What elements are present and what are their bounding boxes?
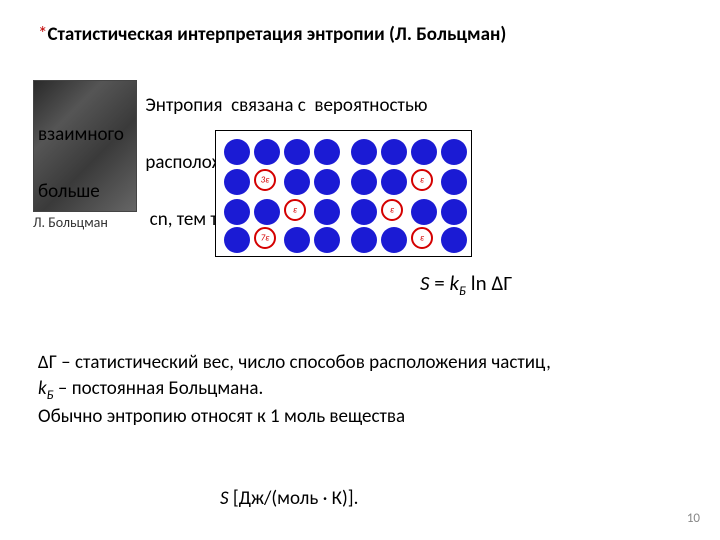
boltzmann-formula: S = kБ ln ∆Г	[420, 270, 512, 299]
eps-label: 7ε	[261, 233, 270, 244]
particle-red: ε	[284, 199, 306, 221]
particle-blue	[314, 169, 340, 195]
particle-blue	[284, 227, 310, 253]
group-right: ε ε ε	[347, 131, 467, 256]
particle-red: 7ε	[254, 227, 276, 249]
particle-blue	[351, 139, 377, 165]
units-line: S [Дж/(моль · К)].	[220, 487, 358, 510]
particle-red: 3ε	[254, 169, 276, 191]
units-S: S	[220, 487, 229, 510]
particle-blue	[381, 139, 407, 165]
formula-sub-B: Б	[459, 284, 466, 299]
def-line: ∆Г – статистический вес, число способов …	[38, 350, 688, 376]
def-k-sub: Б	[47, 387, 54, 402]
title-text: Статистическая интерпретация энтропии (Л…	[47, 23, 506, 46]
particle-blue	[381, 169, 407, 195]
formula-ln: ln	[466, 270, 491, 296]
particle-blue	[314, 139, 340, 165]
particle-diagram: 3ε ε 7ε ε ε ε	[215, 130, 472, 257]
page-title: *Статистическая интерпретация энтропии (…	[38, 22, 678, 48]
particle-blue	[224, 227, 250, 253]
particle-blue	[254, 199, 280, 225]
particle-blue	[224, 199, 250, 225]
particle-blue	[411, 199, 437, 225]
def-line: kБ – постоянная Больцмана.	[38, 376, 688, 404]
text-line: Энтропия связана с вероятностью	[38, 92, 678, 121]
eps-label: ε	[420, 233, 424, 244]
slide-number: 10	[687, 511, 700, 526]
formula-eq: =	[430, 270, 450, 296]
particle-blue	[381, 227, 407, 253]
eps-label: 3ε	[261, 175, 270, 186]
particle-blue	[314, 199, 340, 225]
particle-blue	[284, 139, 310, 165]
particle-blue	[224, 139, 250, 165]
particle-red: ε	[411, 227, 433, 249]
eps-label: ε	[390, 205, 394, 216]
particle-red: ε	[411, 169, 433, 191]
particle-blue	[284, 169, 310, 195]
eps-label: ε	[420, 175, 424, 186]
eps-label: ε	[293, 205, 297, 216]
formula-dG: ∆Г	[491, 270, 512, 296]
particle-blue	[351, 227, 377, 253]
definitions-block: ∆Г – статистический вес, число способов …	[38, 350, 688, 430]
particle-blue	[351, 169, 377, 195]
particle-blue	[224, 169, 250, 195]
particle-red: ε	[381, 199, 403, 221]
def-rest: – постоянная Больцмана.	[54, 377, 264, 400]
particle-blue	[441, 199, 467, 225]
particle-blue	[411, 139, 437, 165]
formula-S: S	[420, 270, 430, 296]
particle-blue	[254, 139, 280, 165]
def-k: k	[38, 377, 47, 400]
group-left: 3ε ε 7ε	[220, 131, 340, 256]
units-rest: [Дж/(моль · К)].	[229, 487, 359, 510]
slide: *Статистическая интерпретация энтропии (…	[0, 0, 720, 540]
formula-k: k	[449, 270, 459, 296]
particle-blue	[351, 199, 377, 225]
particle-blue	[441, 227, 467, 253]
particle-blue	[314, 227, 340, 253]
particle-blue	[441, 169, 467, 195]
def-line: Обычно энтропию относят к 1 моль веществ…	[38, 404, 688, 430]
particle-blue	[441, 139, 467, 165]
